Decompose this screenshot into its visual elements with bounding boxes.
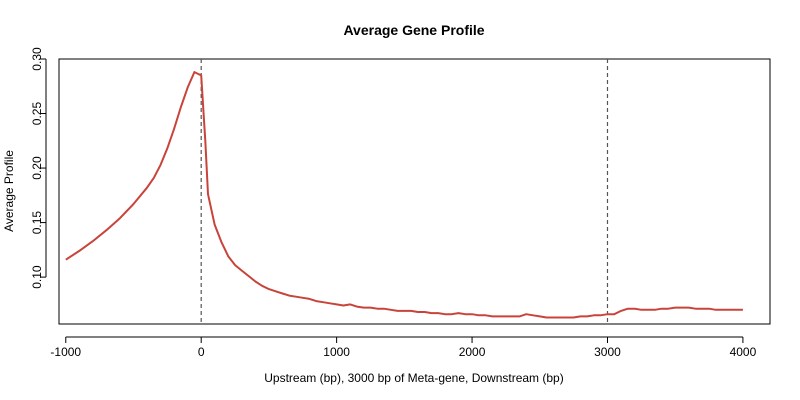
x-tick-label: 3000	[594, 345, 621, 359]
profile-line	[65, 71, 743, 319]
x-tick-label: 4000	[730, 345, 757, 359]
x-tick-label: 2000	[459, 345, 486, 359]
reference-lines	[200, 59, 609, 324]
y-tick-label: 0.10	[30, 265, 44, 289]
plot-frame	[58, 58, 771, 325]
chart-title: Average Gene Profile	[343, 22, 484, 38]
y-tick-label: 0.20	[30, 156, 44, 180]
x-axis: -1000 0 1000 2000 3000 4000	[50, 336, 757, 359]
x-tick-label: 1000	[323, 345, 350, 359]
x-axis-label: Upstream (bp), 3000 bp of Meta-gene, Dow…	[264, 371, 563, 385]
y-tick-label: 0.15	[30, 211, 44, 235]
series-group	[65, 71, 743, 319]
y-axis: 0.10 0.15 0.20 0.25 0.30	[30, 47, 47, 289]
y-tick-label: 0.30	[30, 47, 44, 71]
y-tick-label: 0.25	[30, 102, 44, 126]
x-tick-label: 0	[198, 345, 205, 359]
y-axis-label: Average Profile	[2, 150, 16, 232]
x-tick-label: -1000	[50, 345, 81, 359]
